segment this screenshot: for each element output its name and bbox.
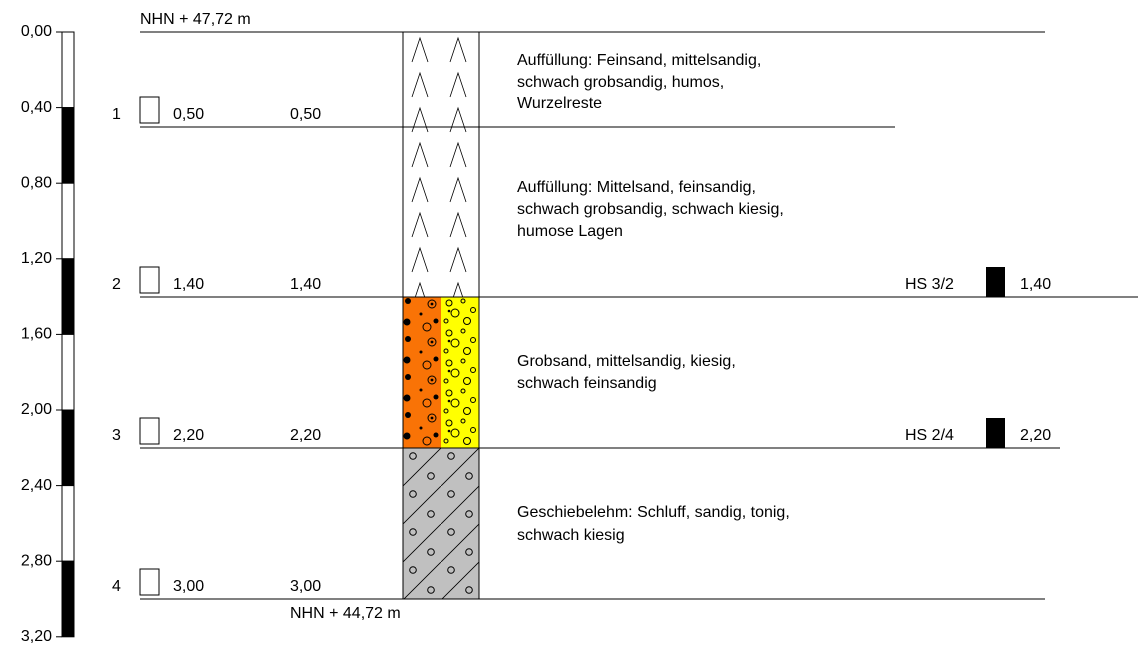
elevation-bottom: NHN + 44,72 m — [290, 605, 401, 622]
layer-description: schwach grobsandig, schwach kiesig, — [517, 201, 784, 218]
sample-base: 0,50 — [290, 106, 321, 123]
layer-pattern — [403, 297, 441, 448]
scale-segment — [61, 107, 75, 184]
scale-segment — [61, 409, 75, 487]
layer-pattern — [441, 297, 479, 448]
sample-base: 1,40 — [290, 276, 321, 293]
scale-segment — [61, 258, 75, 335]
scale-segment — [61, 485, 75, 562]
sample-depth: 1,40 — [173, 276, 204, 293]
scale-label: 2,00 — [21, 401, 52, 418]
layer-description: Grobsand, mittelsandig, kiesig, — [517, 353, 736, 370]
hs-box — [986, 267, 1005, 297]
scale-label: 2,40 — [21, 477, 52, 494]
scale-label: 3,20 — [21, 628, 52, 645]
sample-depth: 2,20 — [173, 427, 204, 444]
layer-description: schwach feinsandig — [517, 375, 657, 392]
layer-description: Geschiebelehm: Schluff, sandig, tonig, — [517, 504, 790, 521]
hs-depth: 1,40 — [1020, 276, 1051, 293]
sample-number: 3 — [112, 427, 121, 444]
scale-segment — [61, 560, 75, 638]
scale-label: 1,20 — [21, 250, 52, 267]
layer-fill — [403, 127, 479, 297]
layer-fill — [403, 32, 479, 127]
elevation-top: NHN + 47,72 m — [140, 11, 251, 28]
sample-base: 2,20 — [290, 427, 321, 444]
sample-depth: 0,50 — [173, 106, 204, 123]
scale-segment — [61, 31, 75, 109]
scale-segment — [61, 333, 75, 411]
sample-box — [139, 568, 160, 596]
sample-number: 1 — [112, 106, 121, 123]
layer-description: schwach grobsandig, humos, — [517, 74, 724, 91]
scale-label: 0,00 — [21, 23, 52, 40]
hs-label: HS 3/2 — [905, 276, 954, 293]
sample-base: 3,00 — [290, 578, 321, 595]
hs-box — [986, 418, 1005, 448]
sample-box — [139, 417, 160, 445]
sample-number: 4 — [112, 578, 121, 595]
scale-label: 0,80 — [21, 174, 52, 191]
layer-description: Wurzelreste — [517, 95, 602, 112]
layer-description: schwach kiesig — [517, 527, 625, 544]
scale-segment — [61, 182, 75, 260]
layer-pattern — [403, 448, 479, 599]
scale-label: 2,80 — [21, 552, 52, 569]
layer-description: Auffüllung: Mittelsand, feinsandig, — [517, 179, 756, 196]
sample-depth: 3,00 — [173, 578, 204, 595]
layer-description: humose Lagen — [517, 223, 623, 240]
hs-depth: 2,20 — [1020, 427, 1051, 444]
sample-box — [139, 266, 160, 294]
scale-label: 1,60 — [21, 326, 52, 343]
scale-label: 0,40 — [21, 99, 52, 116]
layer-description: Auffüllung: Feinsand, mittelsandig, — [517, 52, 761, 69]
hs-label: HS 2/4 — [905, 427, 954, 444]
sample-number: 2 — [112, 276, 121, 293]
sample-box — [139, 96, 160, 124]
